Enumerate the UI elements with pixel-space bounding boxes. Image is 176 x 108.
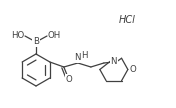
Text: N: N xyxy=(111,57,117,67)
Text: N: N xyxy=(75,53,81,62)
Text: B: B xyxy=(33,37,39,47)
Text: HO: HO xyxy=(11,31,24,40)
Text: H: H xyxy=(81,51,88,60)
Text: O: O xyxy=(129,65,136,74)
Text: HCl: HCl xyxy=(119,15,136,25)
Text: O: O xyxy=(65,75,72,84)
Text: OH: OH xyxy=(48,31,61,40)
